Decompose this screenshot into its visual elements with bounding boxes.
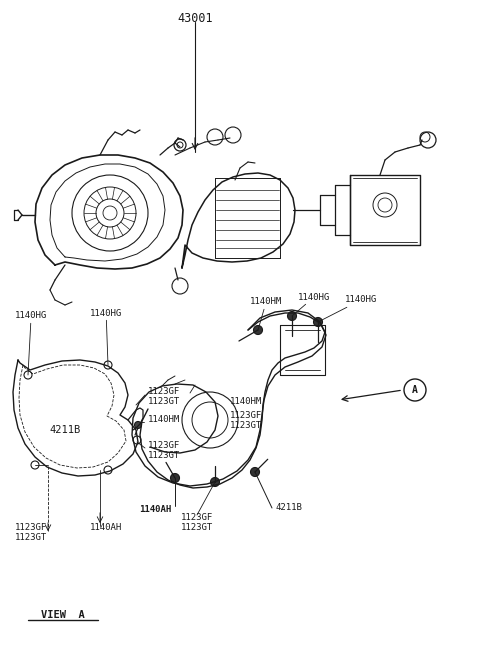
Text: A: A xyxy=(412,385,418,395)
Text: 1140HG: 1140HG xyxy=(90,309,122,365)
Text: 1140HG: 1140HG xyxy=(292,292,330,316)
Text: 1123GT: 1123GT xyxy=(230,422,262,430)
Text: 1140AH: 1140AH xyxy=(90,524,122,533)
Text: 1123GT: 1123GT xyxy=(15,533,47,543)
Circle shape xyxy=(288,311,297,321)
Text: 1123GT: 1123GT xyxy=(181,524,213,533)
Text: 1123GT: 1123GT xyxy=(148,397,180,407)
Text: 1140HM: 1140HM xyxy=(230,397,262,407)
Text: 1123GT: 1123GT xyxy=(148,451,180,459)
Text: 1140HG: 1140HG xyxy=(15,311,47,375)
Text: 43001: 43001 xyxy=(177,12,213,24)
Text: VIEW  A: VIEW A xyxy=(41,610,85,620)
Text: 1123GF: 1123GF xyxy=(230,411,262,420)
Circle shape xyxy=(211,478,219,486)
Text: 1123GF: 1123GF xyxy=(148,388,180,397)
Text: 1140HM: 1140HM xyxy=(250,298,282,330)
Text: 1140HM: 1140HM xyxy=(148,415,180,424)
Text: 1123GF: 1123GF xyxy=(15,524,47,533)
Text: 1140HG: 1140HG xyxy=(318,296,377,322)
Circle shape xyxy=(170,474,180,482)
Text: 4211B: 4211B xyxy=(275,503,302,512)
Text: 4211B: 4211B xyxy=(49,425,81,435)
Circle shape xyxy=(313,317,323,327)
Text: 1140AH: 1140AH xyxy=(139,505,171,514)
Circle shape xyxy=(251,468,260,476)
Circle shape xyxy=(253,325,263,334)
Circle shape xyxy=(134,422,142,428)
Text: 1123GF: 1123GF xyxy=(181,514,213,522)
Text: 1123GF: 1123GF xyxy=(148,440,180,449)
